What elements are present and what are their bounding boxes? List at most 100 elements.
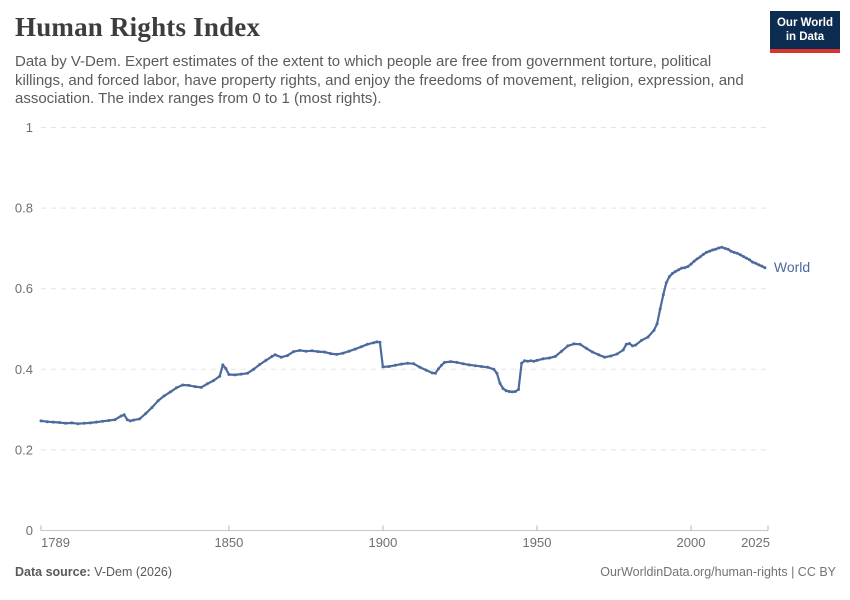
subtitle-line: killings, and forced labor, have propert… [15, 71, 744, 89]
data-point [76, 422, 80, 426]
data-point [138, 417, 142, 421]
data-point [440, 363, 443, 367]
data-point [520, 361, 524, 365]
data-point [347, 349, 351, 353]
data-point [717, 246, 721, 250]
data-point [473, 364, 477, 368]
data-point [726, 247, 730, 251]
data-point [723, 246, 727, 250]
data-point [270, 354, 274, 358]
data-point [168, 390, 172, 394]
data-point [590, 350, 594, 354]
data-point [658, 307, 662, 311]
data-point [245, 371, 249, 375]
y-tick-label: 1 [26, 120, 33, 135]
data-point [101, 419, 105, 423]
data-point [162, 394, 166, 398]
data-point [680, 266, 684, 270]
data-point [621, 348, 625, 352]
data-point [393, 363, 397, 367]
x-tick-label: 1950 [523, 535, 552, 550]
data-point [292, 350, 296, 354]
data-point [704, 250, 708, 254]
data-point [233, 373, 237, 377]
data-point [406, 361, 410, 365]
data-point [501, 387, 505, 391]
data-point [316, 350, 320, 354]
series-label-world[interactable]: World [774, 259, 810, 275]
data-point [227, 373, 231, 376]
data-point [677, 268, 681, 272]
data-point [187, 383, 191, 387]
data-point [692, 259, 696, 263]
data-point [504, 389, 508, 393]
data-point [547, 356, 551, 360]
data-point [199, 385, 203, 389]
data-point [150, 406, 154, 410]
data-point [107, 419, 111, 422]
data-point [695, 257, 699, 261]
y-gridlines: 0 0.2 0.4 0.6 0.8 1 [15, 120, 768, 538]
logo-line-1: Our World [776, 17, 833, 29]
data-point [156, 399, 160, 403]
data-point [609, 354, 613, 358]
data-point [741, 255, 745, 258]
data-point [714, 247, 718, 251]
data-point [387, 365, 391, 368]
data-point [566, 344, 570, 348]
data-point [560, 349, 564, 353]
data-point [131, 418, 135, 422]
data-point [748, 258, 751, 262]
data-point [553, 354, 557, 358]
data-point [615, 352, 619, 356]
data-point [495, 371, 499, 375]
data-point [181, 383, 185, 387]
world-line-path[interactable] [39, 246, 766, 425]
data-point [433, 371, 437, 375]
data-point [64, 421, 68, 425]
data-point [480, 365, 483, 368]
data-point [430, 371, 434, 375]
data-point [754, 261, 758, 265]
data-point [526, 359, 530, 363]
data-point [298, 348, 302, 352]
page-title: Human Rights Index [15, 12, 261, 42]
data-point [640, 338, 644, 342]
data-point [378, 340, 382, 344]
data-point [661, 293, 665, 297]
y-tick-label: 0.8 [15, 201, 33, 216]
data-point [119, 414, 123, 418]
data-point [708, 249, 711, 253]
data-point [667, 275, 671, 279]
data-point [652, 328, 656, 332]
owid-logo[interactable]: Our World in Data [769, 11, 840, 53]
data-point [732, 250, 736, 254]
data-point [224, 367, 228, 370]
credit-link[interactable]: OurWorldinData.org/human-rights | CC BY [600, 565, 836, 579]
data-point [175, 386, 178, 390]
data-point [418, 365, 422, 369]
data-point [624, 342, 628, 346]
world-line[interactable] [39, 245, 767, 426]
data-point [128, 419, 132, 423]
data-point [510, 390, 514, 394]
data-point [443, 360, 446, 364]
data-point [486, 365, 490, 369]
x-tick-label: 2000 [677, 535, 706, 550]
data-point [122, 413, 126, 417]
data-point [82, 421, 86, 425]
data-point [729, 249, 733, 253]
data-point [424, 368, 428, 372]
data-point [375, 340, 379, 344]
data-point [335, 352, 339, 356]
data-point [322, 350, 326, 354]
data-point [686, 265, 690, 268]
data-point [467, 363, 471, 367]
data-point [353, 347, 357, 351]
data-point [58, 421, 61, 424]
data-point [285, 354, 289, 358]
x-tick-label: 1789 [41, 535, 70, 550]
data-point [264, 358, 268, 362]
chart-subtitle: Data by V-Dem. Expert estimates of the e… [15, 53, 744, 109]
